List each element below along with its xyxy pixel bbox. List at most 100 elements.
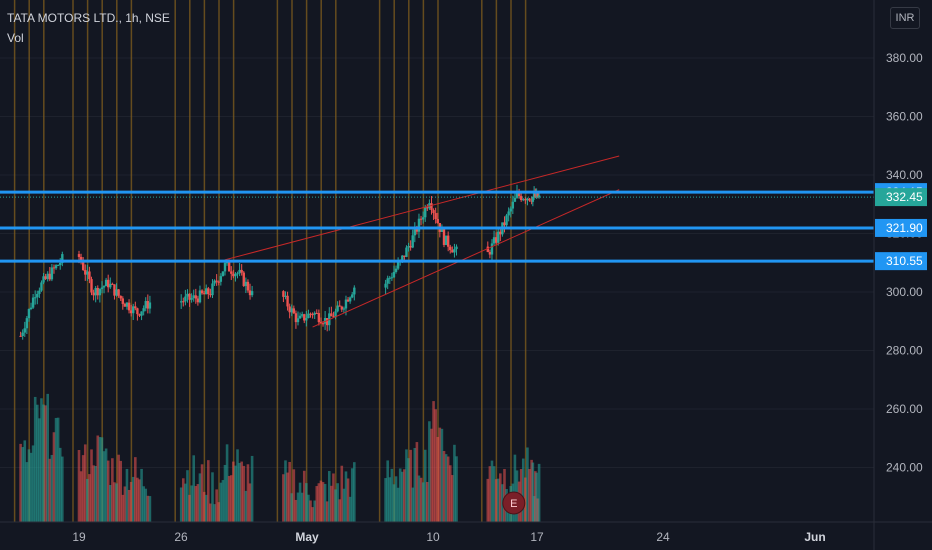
candle-body — [330, 313, 333, 317]
candle-body — [19, 335, 22, 337]
candle-body — [340, 306, 343, 310]
volume-bar — [409, 449, 412, 522]
volume-bar — [179, 487, 183, 522]
volume-bar — [430, 428, 433, 522]
candle-body — [21, 332, 24, 336]
volume-bar — [290, 493, 294, 522]
volume-bar — [438, 427, 442, 522]
candle-body — [298, 315, 302, 319]
candle-body — [123, 303, 127, 307]
candle-body — [207, 288, 210, 295]
candle-body — [138, 314, 141, 316]
x-tick-label: 17 — [530, 530, 544, 544]
volume-bar — [311, 507, 314, 522]
volume-bar — [432, 401, 435, 522]
volume-bar — [284, 460, 287, 522]
candle-body — [334, 311, 337, 318]
candle-body — [242, 272, 245, 286]
candle-body — [230, 271, 233, 274]
volume-bar — [113, 482, 116, 522]
candle-body — [221, 271, 225, 277]
volume-bar — [423, 449, 427, 522]
candle-body — [98, 288, 102, 296]
candle-body — [405, 247, 408, 257]
volume-bar — [236, 449, 239, 522]
volume-bar — [123, 486, 127, 522]
candle-body — [148, 302, 152, 309]
symbol-title[interactable]: TATA MOTORS LTD., 1h, NSE — [7, 11, 170, 25]
y-tick-label: 280.00 — [886, 344, 923, 358]
volume-bar — [396, 487, 400, 522]
volume-bar — [248, 483, 252, 522]
candle-body — [351, 294, 354, 298]
candle-body — [31, 297, 35, 308]
candle-body — [326, 318, 329, 326]
volume-bar — [419, 477, 423, 522]
candle-body — [388, 277, 391, 279]
volume-bar — [25, 462, 29, 522]
candle-body — [127, 302, 131, 311]
candle-body — [338, 305, 341, 307]
volume-bar — [421, 482, 425, 522]
volume-bar — [86, 478, 89, 522]
volume-bar — [282, 474, 285, 522]
volume-bar — [332, 473, 335, 522]
volume-bar — [207, 460, 210, 522]
candle-body — [140, 311, 143, 316]
candle-body — [407, 246, 410, 248]
y-tick-label: 300.00 — [886, 285, 923, 299]
y-tick-label: 260.00 — [886, 402, 923, 416]
volume-bar — [98, 437, 102, 522]
candle-body — [390, 277, 394, 279]
candle-body — [532, 193, 536, 197]
volume-bar — [344, 471, 348, 522]
candle-body — [417, 218, 421, 232]
currency-button[interactable]: INR — [890, 7, 920, 29]
volume-bar — [48, 458, 52, 522]
candle-body — [27, 308, 31, 319]
candle-body — [136, 308, 139, 315]
candle-body — [94, 287, 97, 296]
volume-bar — [317, 483, 321, 522]
volume-bar — [94, 465, 97, 522]
volume-bar — [499, 473, 502, 522]
volume-bar — [394, 476, 398, 522]
volume-bar — [148, 496, 152, 522]
volume-bar — [19, 443, 22, 522]
candle-body — [205, 288, 208, 295]
volume-bar — [392, 484, 396, 522]
volume-bar — [298, 482, 302, 522]
volume-bar — [488, 466, 492, 522]
candle-body — [394, 268, 398, 272]
chart-legend: TATA MOTORS LTD., 1h, NSE Vol — [7, 8, 170, 48]
volume-bar — [535, 472, 538, 522]
candle-body — [288, 306, 291, 313]
volume-bar — [221, 480, 225, 522]
volume-bar — [346, 478, 350, 522]
candle-body — [44, 276, 47, 279]
candle-body — [198, 290, 202, 303]
volume-bar — [111, 458, 114, 522]
volume-bar — [494, 479, 498, 522]
volume-bar — [225, 444, 229, 522]
candle-body — [196, 298, 200, 303]
candle-body — [346, 299, 350, 302]
candle-body — [244, 281, 248, 286]
candle-body — [449, 246, 452, 251]
volume-bar — [140, 468, 143, 522]
volume-bar — [213, 504, 216, 522]
volume-bar — [104, 448, 108, 522]
volume-bar — [446, 456, 450, 522]
volume-bar — [136, 477, 139, 522]
candle-body — [294, 313, 298, 323]
volume-bar — [198, 473, 202, 522]
volume-bar — [88, 474, 91, 522]
volume-bar — [415, 442, 419, 522]
earnings-marker[interactable] — [502, 491, 526, 515]
candle-body — [535, 192, 538, 198]
volume-bar — [405, 449, 408, 522]
candle-body — [342, 308, 346, 310]
volume-label[interactable]: Vol — [7, 31, 24, 45]
